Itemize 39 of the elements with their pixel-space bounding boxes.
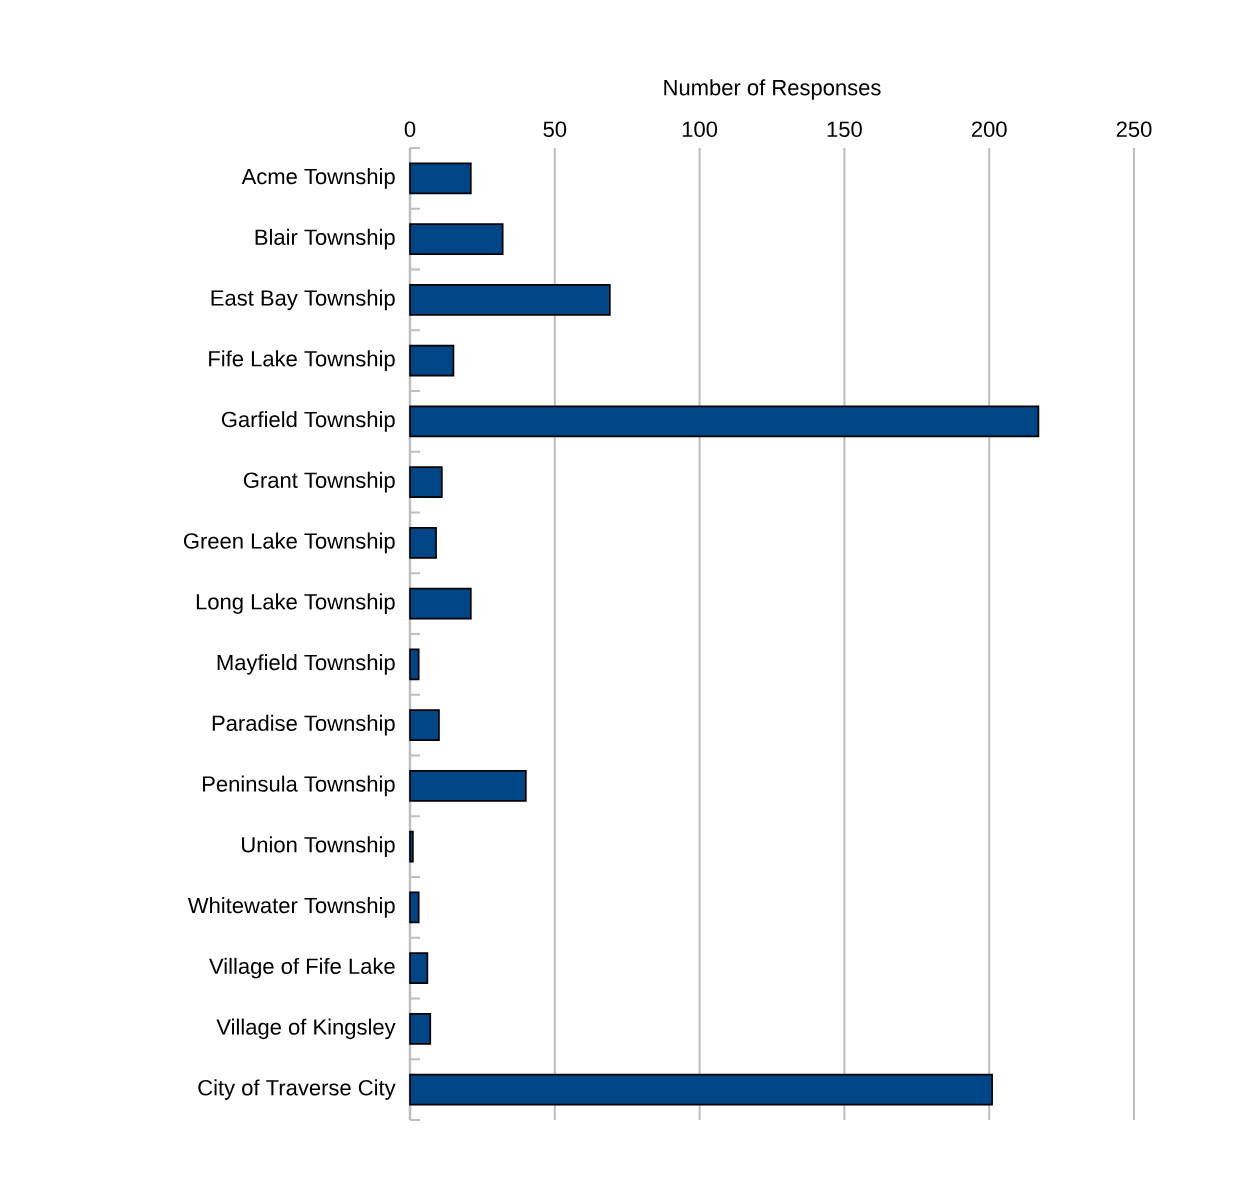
bar — [409, 1013, 432, 1045]
bar — [409, 162, 472, 195]
x-tick-label: 50 — [543, 121, 567, 137]
y-tick-label: Long Lake Township — [196, 593, 395, 614]
bar — [409, 466, 443, 498]
bar — [409, 770, 527, 802]
bar — [409, 405, 1040, 438]
x-tick-label: 250 — [1116, 121, 1152, 137]
bar — [409, 648, 420, 681]
bar — [409, 527, 437, 559]
bar — [409, 952, 429, 984]
y-tick-label: Green Lake Township — [183, 532, 395, 554]
y-tick-label: Acme Township — [241, 168, 395, 189]
y-tick-label: Grant Township — [243, 471, 395, 493]
bar — [409, 587, 472, 620]
bar — [409, 891, 420, 924]
x-tick-label: 200 — [971, 121, 1007, 137]
bar — [409, 1073, 993, 1106]
y-tick-label: Village of Fife Lake — [209, 957, 395, 979]
y-tick-label: City of Traverse City — [198, 1079, 396, 1100]
y-tick-label: Paradise Township — [212, 714, 395, 736]
y-tick-label: Union Township — [242, 836, 395, 857]
bar — [409, 830, 414, 863]
y-tick-label: Fife Lake Township — [209, 350, 395, 371]
x-tick-label: 150 — [827, 121, 862, 137]
y-tick-label: Peninsula Township — [203, 775, 395, 797]
y-tick-label: Mayfield Township — [217, 654, 395, 675]
bar — [409, 344, 455, 377]
x-tick-label: 0 — [404, 121, 416, 137]
bar — [409, 223, 504, 255]
y-tick-label: Blair Township — [255, 228, 395, 250]
bar — [409, 284, 611, 316]
y-tick-label: Whitewater Township — [187, 897, 395, 918]
x-tick-label: 100 — [682, 121, 718, 137]
y-tick-label: Village of Kingsley — [216, 1018, 396, 1040]
x-axis-title: Number of Responses — [664, 79, 881, 100]
bar — [409, 709, 440, 741]
y-tick-label: East Bay Township — [211, 289, 395, 311]
y-tick-label: Garfield Township — [221, 411, 395, 432]
